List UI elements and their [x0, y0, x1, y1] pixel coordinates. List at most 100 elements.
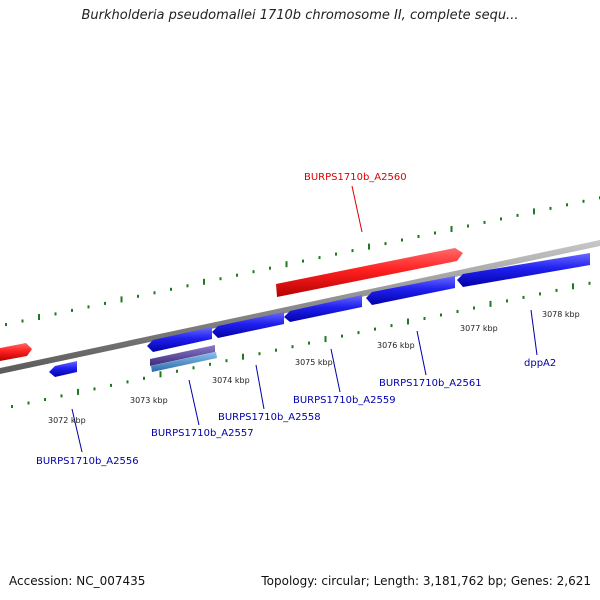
minor-tick	[71, 308, 73, 312]
feature-bar-steel[interactable]	[151, 352, 217, 372]
minor-tick	[21, 319, 24, 323]
gene-label-a2557[interactable]: BURPS1710b_A2557	[151, 428, 254, 439]
major-tick	[407, 318, 409, 325]
reverse-tick-track	[11, 281, 591, 408]
gene-arrow-dppa2[interactable]	[457, 253, 590, 287]
gene-label-a2559[interactable]: BURPS1710b_A2559	[293, 395, 396, 406]
minor-tick	[588, 281, 591, 285]
minor-tick	[401, 238, 403, 242]
minor-tick	[341, 334, 343, 338]
minor-tick	[5, 323, 7, 326]
major-tick	[368, 243, 370, 250]
kbp-label: 3078 kbp	[542, 310, 580, 319]
chromosome-backbone	[0, 240, 600, 374]
minor-tick	[258, 352, 261, 356]
minor-tick	[137, 294, 139, 298]
gene-label-a2556[interactable]: BURPS1710b_A2556	[36, 456, 139, 467]
kbp-label: 3077 kbp	[460, 324, 498, 333]
major-tick	[120, 296, 123, 303]
minor-tick	[549, 206, 552, 210]
minor-tick	[467, 224, 469, 228]
minor-tick	[291, 345, 294, 349]
minor-tick	[351, 249, 354, 253]
minor-tick	[209, 362, 211, 366]
gene-label-dppa2[interactable]: dppA2	[524, 358, 556, 369]
minor-tick	[143, 376, 145, 380]
major-tick	[324, 336, 327, 343]
minor-tick	[483, 220, 486, 224]
gene-arrow-left-edge[interactable]	[0, 343, 32, 361]
minor-tick	[384, 242, 387, 246]
minor-tick	[186, 284, 189, 288]
minor-tick	[417, 235, 420, 238]
major-tick	[242, 353, 244, 360]
minor-tick	[252, 270, 255, 274]
map-title: Burkholderia pseudomallei 1710b chromoso…	[81, 8, 519, 23]
gene-label-a2558[interactable]: BURPS1710b_A2558	[218, 412, 321, 423]
minor-tick	[170, 287, 172, 291]
minor-tick	[318, 256, 321, 260]
gene-arrow-a2561[interactable]	[366, 276, 455, 305]
minor-tick	[566, 203, 568, 207]
minor-tick	[275, 348, 277, 352]
summary-text: Topology: circular; Length: 3,181,762 bp…	[261, 574, 591, 588]
leader-a2559	[330, 348, 341, 393]
minor-tick	[236, 273, 238, 277]
minor-tick	[308, 341, 310, 345]
major-tick	[38, 314, 40, 320]
gene-arrow-a2557[interactable]	[147, 327, 212, 352]
accession-text: Accession: NC_007435	[9, 574, 146, 588]
feature-bar-purple[interactable]	[150, 345, 215, 366]
major-tick	[159, 371, 162, 378]
minor-tick	[456, 310, 459, 313]
leader-a2561	[416, 330, 427, 376]
minor-tick	[434, 231, 436, 235]
minor-tick	[582, 199, 585, 203]
major-tick	[489, 300, 492, 307]
minor-tick	[87, 305, 90, 309]
gene-label-a2560[interactable]: BURPS1710b_A2560	[304, 172, 407, 183]
major-tick	[533, 208, 535, 215]
major-tick	[285, 261, 288, 268]
minor-tick	[555, 288, 558, 292]
minor-tick	[539, 292, 541, 296]
minor-tick	[225, 359, 228, 363]
kbp-label: 3072 kbp	[48, 416, 86, 425]
gene-label-a2561[interactable]: BURPS1710b_A2561	[379, 378, 482, 389]
minor-tick	[104, 301, 106, 305]
leader-a2557	[188, 379, 200, 426]
gene-arrow-a2558[interactable]	[212, 312, 284, 338]
gene-arrow-a2559[interactable]	[284, 295, 362, 322]
minor-tick	[506, 299, 508, 303]
gene-arrow-a2560[interactable]	[276, 248, 463, 297]
leader-a2560	[351, 185, 363, 233]
leader-dppa2	[530, 309, 538, 356]
major-tick	[203, 278, 205, 285]
minor-tick	[516, 213, 519, 217]
minor-tick	[60, 394, 63, 398]
major-tick	[450, 226, 453, 232]
kbp-label: 3074 kbp	[212, 376, 250, 385]
major-tick	[77, 388, 79, 395]
minor-tick	[110, 383, 112, 387]
minor-tick	[423, 317, 426, 320]
minor-tick	[522, 295, 525, 299]
minor-tick	[500, 217, 502, 221]
minor-tick	[219, 277, 222, 281]
minor-tick	[54, 312, 57, 316]
minor-tick	[357, 331, 360, 335]
minor-tick	[176, 369, 178, 373]
minor-tick	[473, 306, 475, 310]
kbp-label: 3076 kbp	[377, 341, 415, 350]
minor-tick	[153, 291, 156, 295]
minor-tick	[440, 313, 442, 317]
minor-tick	[269, 266, 271, 270]
gene-arrow-a2556[interactable]	[49, 361, 77, 377]
minor-tick	[11, 405, 13, 408]
major-tick	[572, 283, 574, 290]
minor-tick	[335, 252, 337, 256]
leader-a2556	[71, 408, 83, 453]
kbp-label: 3075 kbp	[295, 358, 333, 367]
minor-tick	[302, 259, 304, 263]
